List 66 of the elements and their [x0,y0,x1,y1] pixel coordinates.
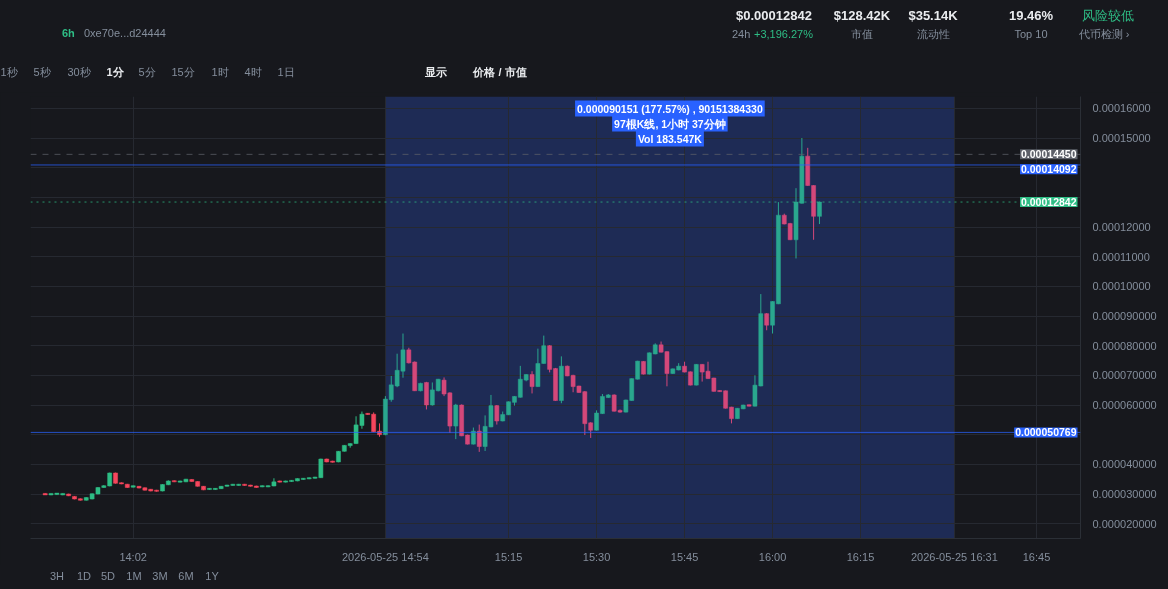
x-tick-label: 16:00 [758,550,787,563]
x-tick-label: 14:02 [119,550,147,563]
text: 1Y [205,570,219,584]
text: 1D [76,570,92,584]
text: 市值 [851,28,873,42]
text: 3M [152,570,168,584]
candlestick [817,201,822,225]
x-tick-label: 16:45 [1022,550,1051,563]
text: 1分 [106,66,124,80]
x-tick-label: 15:15 [494,550,523,563]
text: 1秒 [0,66,18,80]
text: 0xe70e...d24444 [84,27,166,41]
text: 5分 [138,66,156,80]
candlestick [529,370,535,394]
text: 30秒 [67,66,91,80]
text: 6M [178,570,194,584]
y-tick-label: 0.000070000 [1092,369,1157,382]
x-tick-label: 15:45 [670,550,699,563]
candlestick [424,381,429,410]
text: 风险较低 [1082,8,1134,24]
y-tick-label: 0.000080000 [1092,339,1157,352]
y-tick-label: 0.000090000 [1092,310,1157,323]
text: 5D [100,570,116,584]
text: 1时 [211,66,229,80]
candlestick [494,404,500,426]
text: 24h [732,28,751,42]
y-tick-label: 0.000040000 [1092,458,1157,471]
text: 3H [49,570,65,584]
candlestick [476,424,482,453]
text: 19.46% [1008,8,1054,24]
x-tick-label: 16:15 [846,550,875,563]
ref-line-label: 0.00012842 [1021,196,1077,209]
text: 1M [126,570,142,584]
candlestick [453,403,459,440]
annotation: Vol 183.547K [637,132,703,145]
ref-line-label: 0.00014092 [1021,163,1077,176]
text: 5秒 [33,66,51,80]
y-tick-label: 0.00015000 [1092,132,1151,145]
y-tick-label: 0.00011000 [1092,250,1150,263]
text: 4时 [244,66,262,80]
x-tick-label: 2026-05-25 16:31 [910,550,998,563]
text: $0.00012842 [736,8,812,24]
y-tick-label: 0.00012000 [1092,221,1151,234]
annotation: 0.000090151 (177.57%) , 90151384330 [577,102,763,115]
y-tick-label: 0.00016000 [1092,102,1151,115]
text: 代币检测 › [1078,28,1130,42]
text: $128.42K [833,8,891,24]
ref-line-label: 0.000050769 [1015,426,1077,439]
annotation: 97根K线, 1小时 37分钟 [614,117,726,130]
text: 价格 / 市值 [473,66,527,80]
y-tick-label: 0.000030000 [1092,488,1157,500]
ref-line-label: 0.00014450 [1021,148,1077,161]
text: 15分 [171,66,195,80]
text: 6h [62,27,75,41]
text: 显示 [425,66,447,80]
y-tick-label: 0.00010000 [1092,280,1151,293]
candlestick [693,363,699,386]
text: 1日 [277,66,295,80]
text: +3,196.27% [754,28,814,42]
x-tick-label: 15:30 [582,550,611,563]
text: $35.14K [908,8,958,24]
y-tick-label: 0.000060000 [1092,399,1157,412]
text: Top 10 [1014,28,1048,42]
y-tick-label: 0.000020000 [1092,517,1157,530]
x-tick-label: 2026-05-25 14:54 [341,550,429,563]
text: 流动性 [916,28,950,42]
